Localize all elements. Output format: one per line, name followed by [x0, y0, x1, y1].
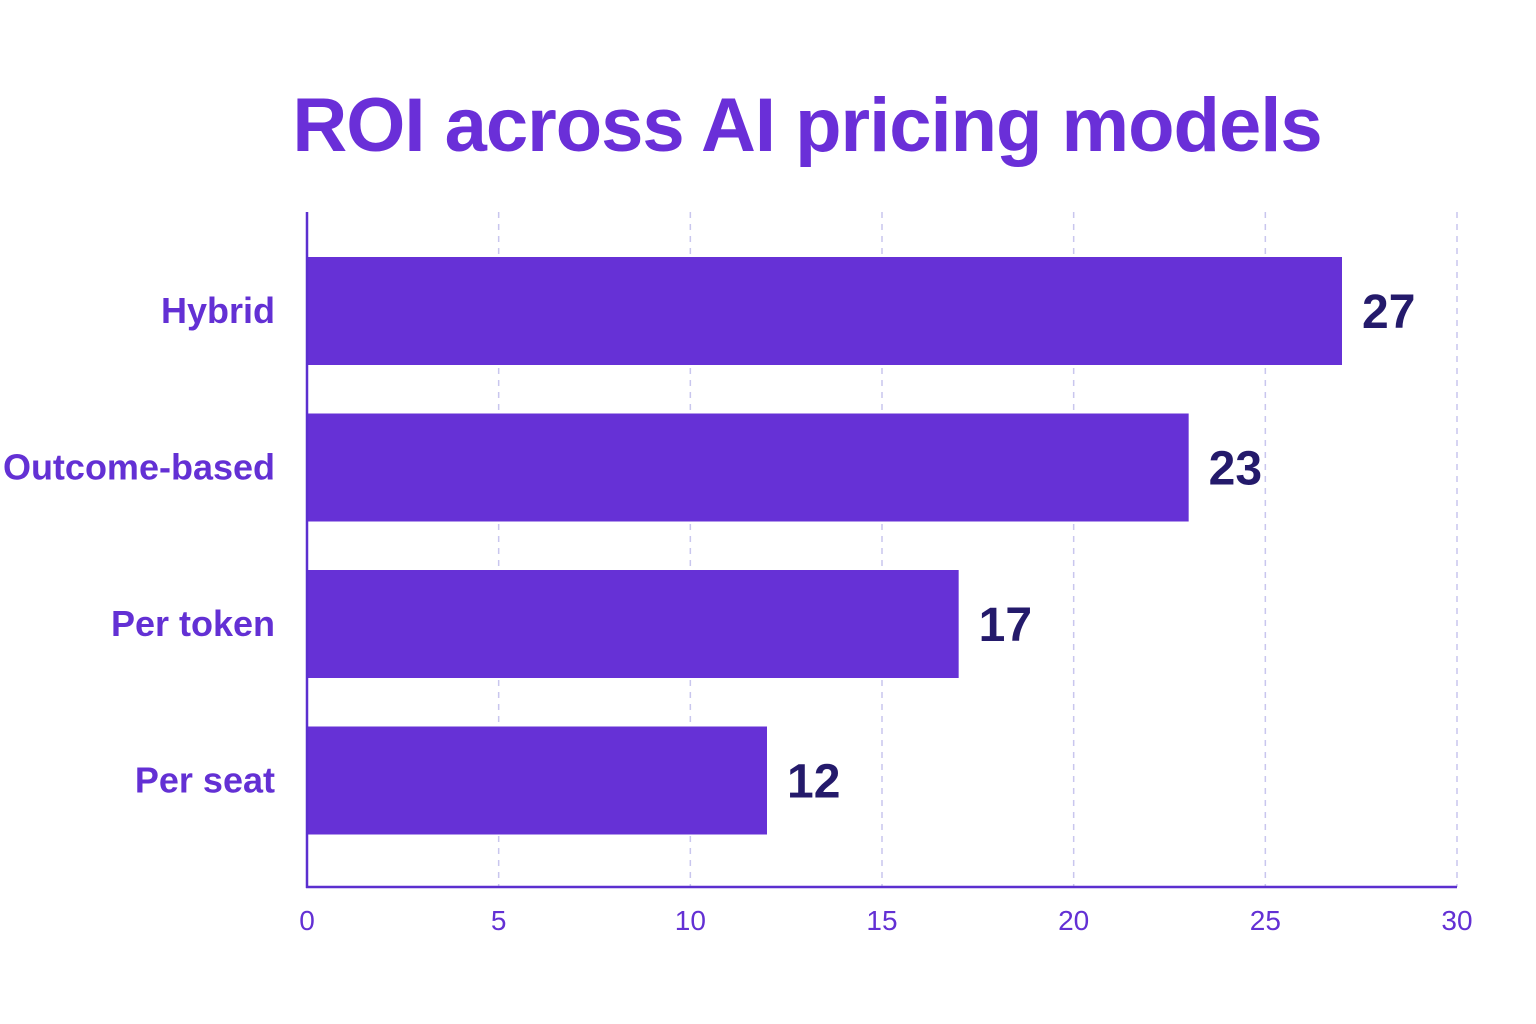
x-tick-label-20: 20	[1058, 905, 1089, 936]
bar-per-token	[307, 570, 959, 678]
category-label-hybrid: Hybrid	[161, 290, 275, 331]
bar-hybrid	[307, 257, 1342, 365]
category-label-outcome-based: Outcome-based	[3, 447, 275, 488]
x-tick-label-5: 5	[491, 905, 507, 936]
value-label-per-seat: 12	[787, 756, 840, 809]
labels: Hybrid 27 Outcome-based 23 Per token 17 Per se…	[3, 286, 1473, 936]
value-label-outcome-based: 23	[1209, 443, 1262, 496]
x-tick-label-15: 15	[866, 905, 897, 936]
value-label-hybrid: 27	[1362, 286, 1415, 339]
value-label-per-token: 17	[979, 599, 1032, 652]
bar-per-seat	[307, 726, 767, 835]
bars	[307, 257, 1342, 835]
bar-outcome-based	[307, 413, 1189, 522]
x-tick-label-10: 10	[675, 905, 706, 936]
x-tick-label-0: 0	[299, 905, 315, 936]
x-tick-label-25: 25	[1250, 905, 1281, 936]
axes	[305, 212, 1457, 889]
category-label-per-token: Per token	[111, 603, 275, 644]
x-tick-label-30: 30	[1441, 905, 1472, 936]
chart-title: ROI across AI pricing models	[292, 83, 1322, 168]
category-label-per-seat: Per seat	[135, 760, 275, 801]
